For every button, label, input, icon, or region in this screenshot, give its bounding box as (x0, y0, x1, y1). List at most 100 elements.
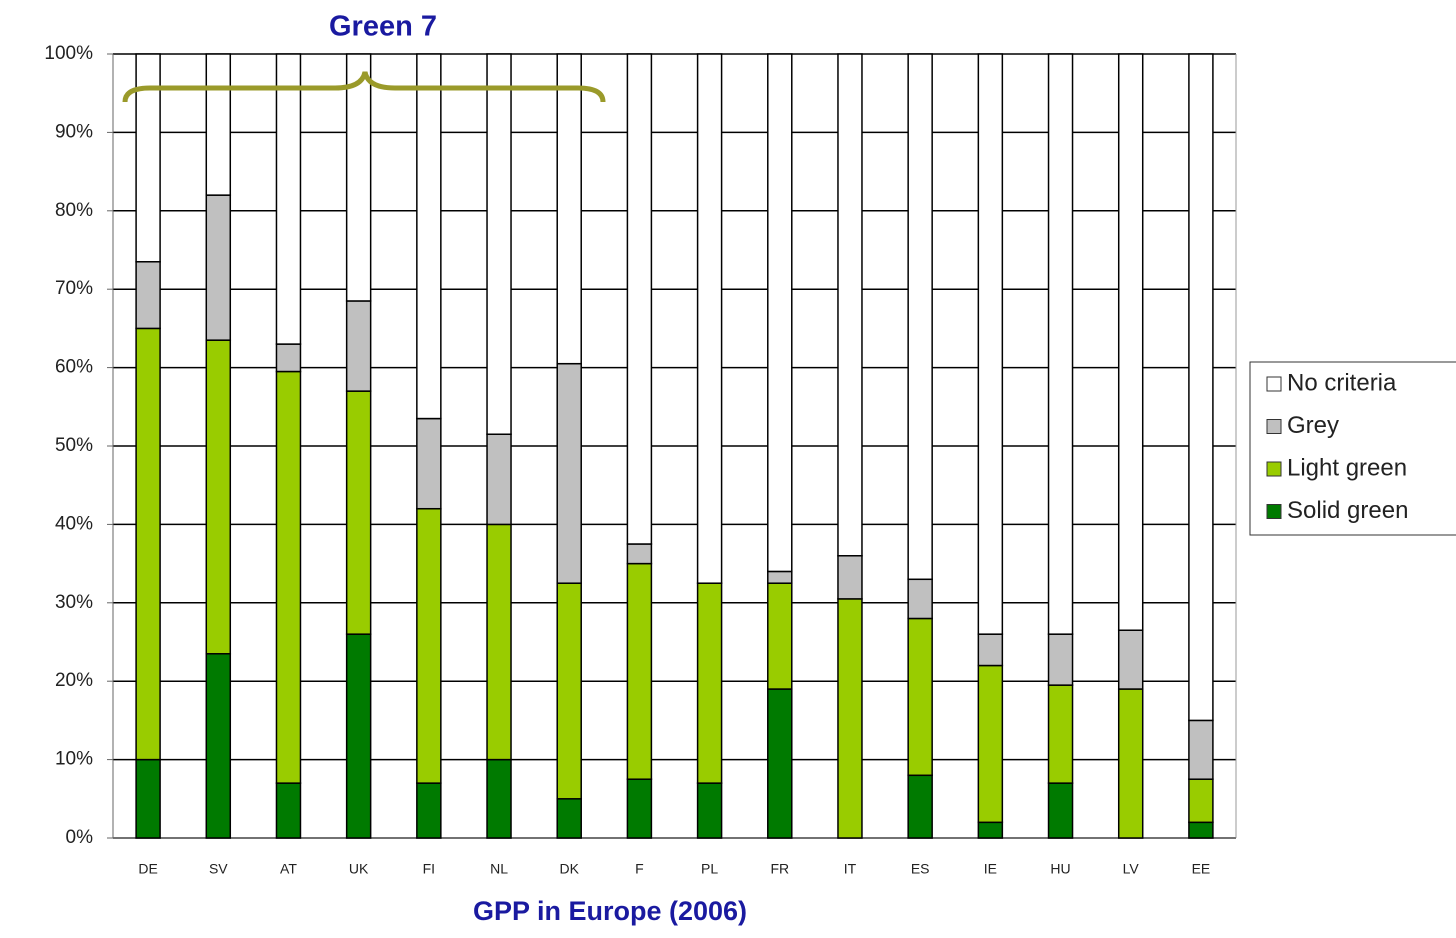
x-tick-label: F (635, 861, 644, 877)
bar-segment (345, 53, 372, 302)
bar-segment (556, 362, 582, 584)
bar-segment (416, 782, 442, 839)
bar-segment (275, 343, 302, 373)
x-tick-label: DK (559, 861, 579, 877)
bar-segment (135, 758, 161, 839)
y-tick-label: 90% (55, 121, 93, 142)
legend-swatch (1266, 461, 1282, 477)
y-tick-label: 60% (55, 357, 93, 378)
bar-segment (205, 194, 232, 341)
bar-segment (626, 562, 653, 780)
bar-segment (977, 821, 1004, 839)
y-tick-label: 80% (55, 200, 93, 221)
bar-segment (486, 523, 512, 761)
bar-segment (767, 582, 793, 690)
bar-segment (556, 53, 582, 365)
bar-segment (1047, 782, 1074, 839)
bar-segment (275, 782, 302, 839)
bar-segment (486, 433, 512, 526)
bar-segment (486, 758, 512, 839)
bar-segment (626, 543, 653, 565)
bar-segment (275, 370, 302, 784)
x-tick-label: NL (490, 861, 508, 877)
bar-segment (977, 53, 1004, 635)
legend-swatch (1266, 419, 1282, 434)
bar-segment (486, 53, 512, 435)
x-tick-label: ES (911, 861, 930, 877)
bar-segment (837, 53, 863, 557)
bar-segment (1117, 688, 1144, 839)
bar-segment (275, 53, 302, 345)
bar-segment (345, 300, 372, 392)
bar-segment (135, 53, 161, 263)
bar-segment (626, 778, 653, 839)
annotation: Green 7 (329, 11, 437, 43)
x-tick-label: SV (209, 861, 228, 877)
bar-segment (205, 53, 232, 196)
brace (122, 71, 606, 103)
bar-segment (1188, 821, 1214, 839)
legend-label: Grey (1287, 412, 1339, 439)
bar-segment (556, 798, 582, 839)
legend-items: No criteria Grey Light green Solid green (1266, 369, 1408, 524)
y-tick-label: 70% (55, 278, 93, 299)
bar-segment (907, 578, 933, 620)
bar-segment (767, 53, 793, 573)
bar-segment (977, 664, 1004, 824)
x-axis-label: GPP in Europe (2006) (473, 896, 747, 926)
bar-segment (767, 570, 793, 584)
legend-label: Solid green (1287, 497, 1408, 524)
bar-segment (696, 782, 723, 839)
bar-segment (1188, 719, 1214, 780)
bar-segment (977, 633, 1004, 667)
x-tick-label: EE (1192, 861, 1211, 877)
bar-segment (556, 582, 582, 800)
bar-segment (345, 633, 372, 839)
legend-label: Light green (1287, 454, 1407, 481)
y-tick-label: 30% (55, 592, 93, 613)
bar-segment (1047, 633, 1074, 686)
bar-segment (205, 339, 232, 655)
y-tick-label: 40% (55, 513, 93, 534)
x-tick-label: AT (280, 861, 297, 877)
bar-segment (1188, 778, 1214, 824)
x-tick-label: LV (1123, 861, 1140, 877)
y-tick-label: 10% (55, 749, 93, 770)
legend-swatch (1266, 376, 1282, 392)
bar-segment (1047, 684, 1074, 784)
bar-segment (1117, 53, 1144, 631)
bar-segment (205, 653, 232, 839)
bar-segment (696, 53, 723, 584)
bar-segment (135, 261, 161, 330)
bar-segment (416, 53, 442, 420)
x-tick-label: IE (984, 861, 997, 877)
bar-segment (1047, 53, 1074, 635)
x-tick-label: FR (770, 861, 789, 877)
x-tick-label: HU (1050, 861, 1070, 877)
bar-segment (696, 582, 723, 784)
bar-segment (907, 774, 933, 839)
y-tick-label: 20% (55, 670, 93, 691)
bar-segment (416, 417, 442, 510)
y-tick-label: 0% (66, 827, 94, 848)
legend-label: No criteria (1287, 369, 1397, 396)
y-tick-label: 100% (44, 43, 93, 64)
bar-segment (626, 53, 653, 545)
bar-segment (907, 53, 933, 581)
x-tick-label: PL (701, 861, 718, 877)
bar-segment (907, 617, 933, 777)
bar-segment (416, 507, 442, 784)
x-tick-label: DE (138, 861, 157, 877)
bar-segment (1117, 629, 1144, 690)
bar-segment (135, 327, 161, 761)
legend (1249, 361, 1456, 536)
x-tick-label: FI (423, 861, 435, 877)
bar-segment (1188, 53, 1214, 722)
y-tick-label: 50% (55, 435, 93, 456)
bar-segment (837, 555, 863, 600)
bars (135, 53, 1214, 839)
bar-segment (837, 598, 863, 839)
bar-segment (345, 390, 372, 635)
